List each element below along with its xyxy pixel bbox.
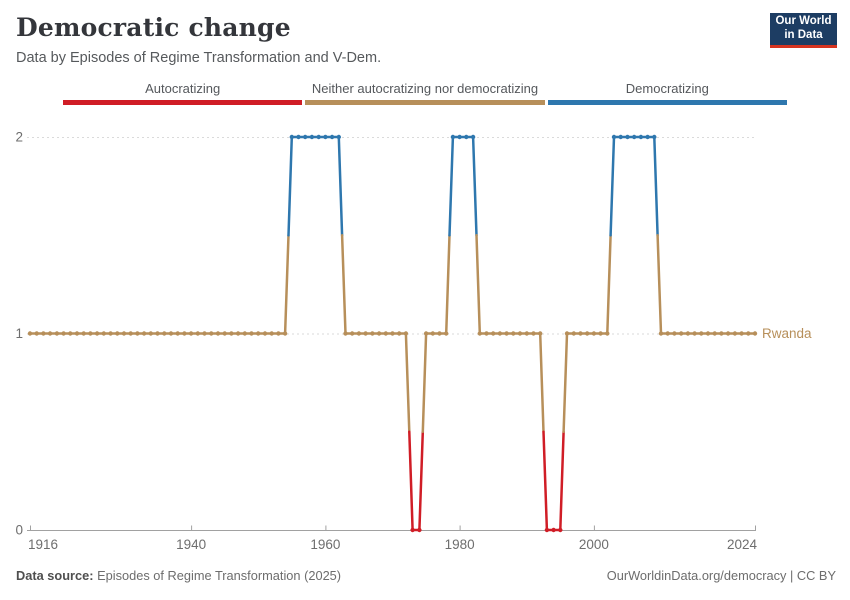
x-tick-label: 1980 [445,537,475,552]
legend-label: Democratizing [625,81,709,96]
x-tick-label: 2000 [579,537,609,552]
rwanda-series-markers [27,134,758,533]
legend-color-bar [305,100,545,105]
chart-subtitle: Data by Episodes of Regime Transformatio… [16,50,382,66]
x-tick-label: 2024 [727,537,758,552]
y-tick-label: 0 [15,523,23,538]
x-tick-label: 1916 [28,537,58,552]
page-title: Democratic change [16,13,291,42]
y-tick-label: 2 [15,130,23,145]
legend-item-autocratizing[interactable]: Autocratizing [63,81,303,105]
legend-color-bar [547,100,787,105]
x-tick-label: 1940 [176,537,206,552]
data-source-text[interactable]: Episodes of Regime Transformation (2025) [97,568,342,583]
data-source-label: Data source: [16,568,94,583]
legend-color-bar [63,100,303,105]
legend-item-neither[interactable]: Neither autocratizing nor democratizing [305,81,545,105]
data-source-line: Data source: Episodes of Regime Transfor… [16,568,341,583]
x-tick-label: 1960 [310,537,340,552]
legend-item-democratizing[interactable]: Democratizing [547,81,787,105]
owid-logo[interactable]: Our World in Data [770,13,837,48]
legend-label: Autocratizing [145,81,221,96]
credit-line[interactable]: OurWorldinData.org/democracy | CC BY [606,568,836,583]
legend-label: Neither autocratizing nor democratizing [311,81,539,96]
y-tick-label: 1 [15,326,23,341]
owid-logo-line2: in Data [784,29,823,41]
legend: Autocratizing Neither autocratizing nor … [63,81,787,105]
series-end-label[interactable]: Rwanda [762,326,812,341]
owid-logo-line1: Our World [775,15,832,28]
